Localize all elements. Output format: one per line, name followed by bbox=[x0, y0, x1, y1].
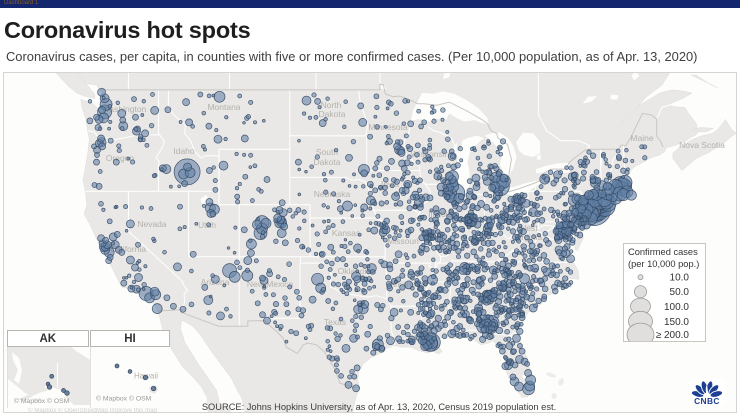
svg-text:© Mapbox © OSM: © Mapbox © OSM bbox=[96, 395, 152, 403]
svg-text:© Mapbox © OSM: © Mapbox © OSM bbox=[14, 397, 70, 405]
svg-text:CNBC: CNBC bbox=[694, 396, 720, 405]
